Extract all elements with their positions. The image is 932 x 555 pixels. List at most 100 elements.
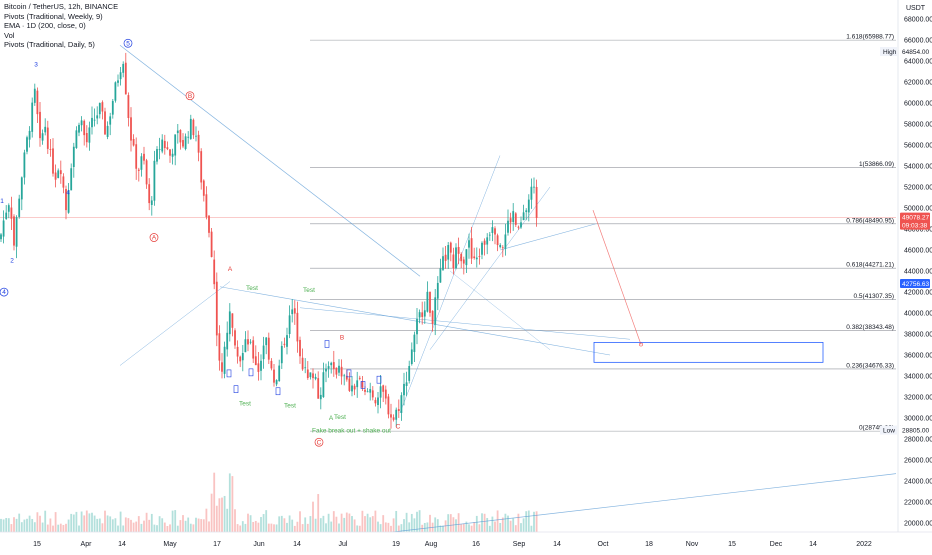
candle-body <box>384 389 387 399</box>
volume-bar <box>182 515 184 532</box>
trend-line-descending[interactable] <box>119 44 421 277</box>
target-box[interactable] <box>593 341 824 363</box>
volume-bar <box>13 517 15 532</box>
fan-line[interactable] <box>449 270 551 350</box>
high-label-bg <box>880 47 897 57</box>
volume-bar <box>91 512 93 532</box>
legend-indicator-ema[interactable]: EMA · 1D (200, close, 0) <box>4 21 86 31</box>
volume-bar <box>309 516 312 532</box>
volume-bar <box>301 524 304 532</box>
candle-body <box>434 297 437 325</box>
candle-body <box>288 315 291 335</box>
wave-label: B <box>340 334 344 341</box>
price-axis-tick: 24000.00 <box>904 479 932 486</box>
candle-body <box>26 137 28 152</box>
volume-bar <box>23 519 26 532</box>
candle-body <box>88 127 91 143</box>
fib-retracement[interactable]: 1.618(65988.77) 1(53866.09) 0.786(48490.95… <box>0 34 896 432</box>
volume-bar <box>322 515 325 532</box>
volume-bar <box>304 517 307 532</box>
volume-bar <box>512 518 515 532</box>
volume-bar <box>442 525 444 532</box>
candle-body <box>143 153 145 161</box>
volume-bar <box>127 518 130 532</box>
volume-bar <box>400 524 403 532</box>
volume-bar <box>270 523 273 532</box>
price-axis-tick: 44000.00 <box>904 269 932 276</box>
price-axis-tick: 34000.00 <box>904 374 932 381</box>
volume-bar <box>416 511 418 532</box>
trend-line-support-2[interactable] <box>299 307 631 340</box>
price-axis-tick: 40000.00 <box>904 311 932 318</box>
volume-bar <box>223 495 226 532</box>
volume-bar <box>397 525 400 532</box>
legend-symbol[interactable]: Bitcoin / TetherUS, 12h, BINANCE <box>4 2 119 11</box>
candle-body <box>132 138 135 146</box>
legend-indicator-weekly-pivots[interactable]: Pivots (Traditional, Weekly, 9) <box>4 11 103 21</box>
candle-body <box>182 140 184 147</box>
volume-bar <box>465 521 468 532</box>
time-axis-tick: 17 <box>213 541 221 548</box>
ema-line[interactable] <box>119 281 231 366</box>
legend-indicator-daily-pivots[interactable]: Pivots (Traditional, Daily, 5) <box>4 40 95 50</box>
wave-label: A <box>329 415 334 422</box>
time-axis-tick: 14 <box>553 541 561 548</box>
volume-bar <box>41 522 44 532</box>
trend-line-support[interactable] <box>219 286 611 356</box>
fib-level-label: 0.236(34676.33) <box>846 362 894 369</box>
candle-body <box>254 356 257 366</box>
volume-bar <box>457 513 460 532</box>
candle-body <box>400 395 403 413</box>
channel-line-middle[interactable] <box>429 186 551 350</box>
wave-labels: 5 3 1 2 4 4 B A C B C A A <box>0 38 401 447</box>
candle-body <box>455 247 457 269</box>
time-axis-tick: 15 <box>728 541 736 548</box>
time-axis[interactable]: 15 Apr 14 May 17 Jun 14 Jul 19 Aug 16 Sep 14 Oct 18 Nov… <box>0 531 932 550</box>
wave-label: C <box>317 439 322 446</box>
candle-body <box>85 133 88 143</box>
candle-body <box>244 339 247 353</box>
volume-bar <box>98 518 101 532</box>
volume-bar <box>293 525 296 532</box>
trend-line-long[interactable] <box>379 473 897 534</box>
projection-point[interactable] <box>639 342 643 347</box>
channel-line-lower[interactable] <box>499 223 597 251</box>
candle-body <box>332 362 335 370</box>
wave-circle <box>149 233 159 242</box>
wave-circle <box>0 287 9 297</box>
time-axis-tick: Jul <box>339 541 348 548</box>
fib-level-label: 1.618(65988.77) <box>846 34 894 41</box>
candle-body <box>431 310 434 324</box>
volume-bar <box>109 516 112 532</box>
volume-bar <box>488 525 491 532</box>
candle-body <box>481 242 483 255</box>
fib-level-label: 0.786(48490.95) <box>846 217 894 224</box>
volume-bar <box>130 519 132 532</box>
trend-lines[interactable] <box>119 44 897 534</box>
price-axis[interactable]: USDT 20000.00 22000.00 24000.00 26000.00 2800… <box>880 0 932 550</box>
candle-body <box>200 151 203 183</box>
volume-bar <box>148 519 151 532</box>
candle-body <box>171 153 174 157</box>
legend-indicator-volume[interactable]: Vol <box>4 30 15 40</box>
candle-body <box>109 116 112 125</box>
volume-bar <box>202 519 205 532</box>
candle-body <box>390 414 392 418</box>
time-axis-tick: 14 <box>118 541 126 548</box>
candle-body <box>351 385 353 392</box>
candle-body <box>301 357 304 370</box>
projection-line[interactable] <box>592 209 642 345</box>
wave-circle <box>314 437 324 447</box>
volume-bar <box>189 523 192 532</box>
volume-bar <box>249 515 252 532</box>
volume-bar <box>119 511 122 532</box>
channel-line-upper[interactable] <box>399 155 501 413</box>
volume-bar <box>278 516 281 532</box>
volume-bar <box>153 524 156 532</box>
volume-bar <box>213 472 216 532</box>
candle-body <box>520 222 522 228</box>
volume-bar <box>413 518 416 532</box>
candle-body <box>241 353 244 361</box>
